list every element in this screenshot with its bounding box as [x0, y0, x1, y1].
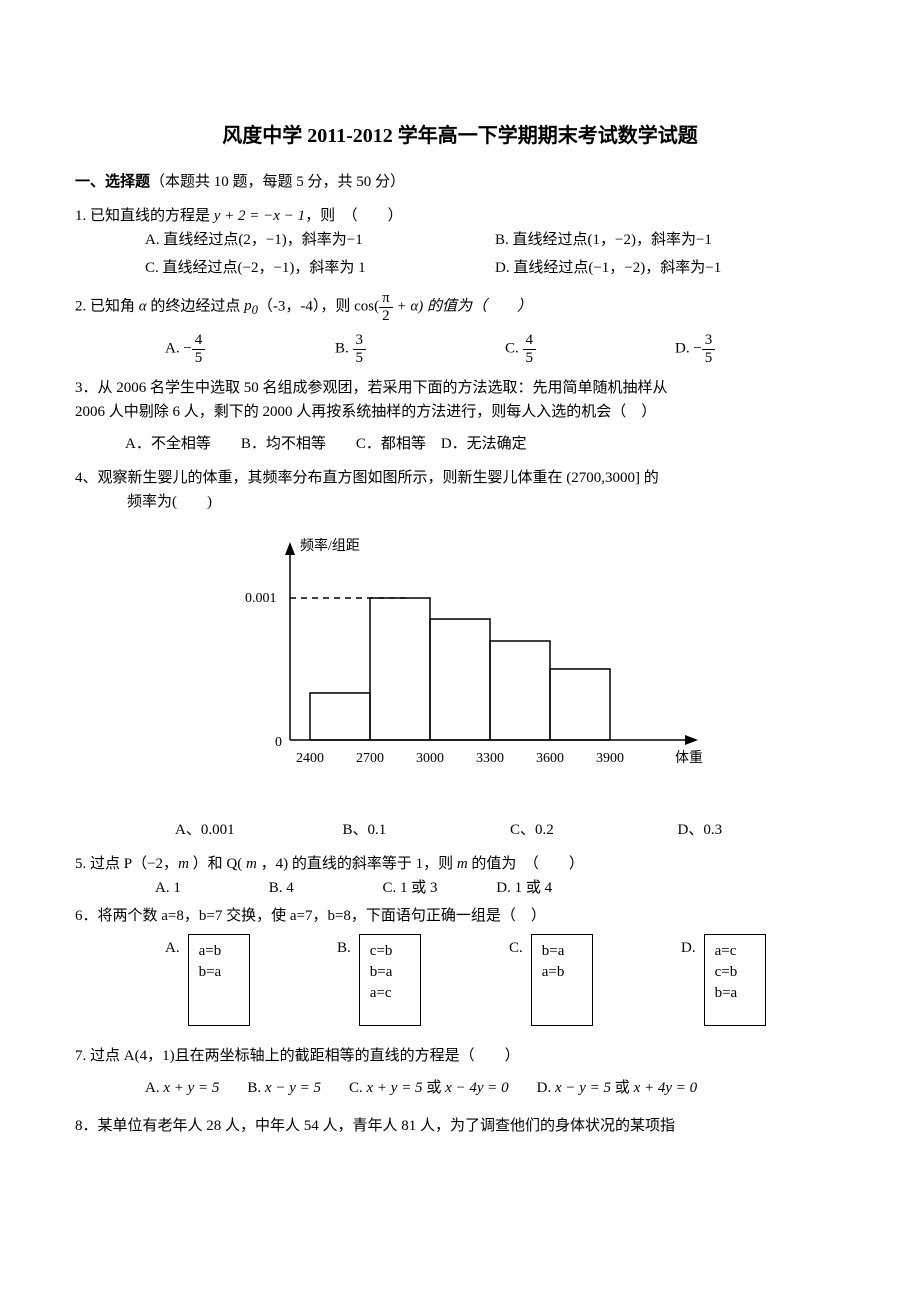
question-2: 2. 已知角 α 的终边经过点 p0（-3，-4），则 cos(π2 + α) … [75, 290, 845, 366]
q2-opt-a: A. −45 [165, 332, 335, 366]
q4-line1: 4、观察新生婴儿的体重，其频率分布直方图如图所示，则新生婴儿体重在 (2700,… [75, 466, 845, 490]
q3-options: A．不全相等 B．均不相等 C．都相等 D．无法确定 [75, 432, 845, 456]
q4-opt-d: D、0.3 [678, 818, 846, 842]
q2-opt-c: C. 45 [505, 332, 675, 366]
q2-alpha: α [139, 298, 147, 314]
question-6: 6．将两个数 a=8，b=7 交换，使 a=7，b=8，下面语句正确一组是（ ）… [75, 904, 845, 1026]
q6-stem: 6．将两个数 a=8，b=7 交换，使 a=7，b=8，下面语句正确一组是（ ） [75, 904, 845, 928]
chart-ytick-1: 0.001 [245, 591, 277, 606]
q2-mid1: 的终边经过点 [147, 298, 245, 314]
q7-stem: 7. 过点 A(4，1)且在两坐标轴上的截距相等的直线的方程是（ ） [75, 1044, 845, 1068]
chart-xtick-2: 3000 [416, 751, 444, 766]
q1-equation: y + 2 = −x − 1 [214, 208, 305, 224]
section-1-header: 一、选择题（本题共 10 题，每题 5 分，共 50 分） [75, 170, 845, 194]
question-8: 8．某单位有老年人 28 人，中年人 54 人，青年人 81 人，为了调查他们的… [75, 1114, 845, 1138]
q2-pre: 2. 已知角 [75, 298, 139, 314]
q2-opt-b: B. 35 [335, 332, 505, 366]
q3-line2: 2006 人中剔除 6 人，剩下的 2000 人再按系统抽样的方法进行，则每人入… [75, 400, 845, 424]
q1-opt-c: C. 直线经过点(−2，−1)，斜率为 1 [145, 256, 495, 280]
q7-opt-c: C. x + y = 5 或 x − 4y = 0 [349, 1076, 509, 1100]
q5-opt-c: C. 1 或 3 [383, 876, 493, 900]
q6-opt-a: A. a=b b=a [165, 934, 329, 1026]
chart-bar-1 [310, 693, 370, 740]
q4-line2: 频率为( ) [75, 490, 845, 514]
chart-bar-2 [370, 598, 430, 740]
q1-stem-pre: 1. 已知直线的方程是 [75, 208, 214, 224]
q6-opt-c: C. b=a a=b [509, 934, 673, 1026]
chart-bar-5 [550, 669, 610, 740]
q4-opt-c: C、0.2 [510, 818, 678, 842]
q2-opt-d: D. −35 [675, 332, 845, 366]
section-1-desc: （本题共 10 题，每题 5 分，共 50 分） [150, 174, 405, 190]
chart-xtick-3: 3300 [476, 751, 504, 766]
question-1: 1. 已知直线的方程是 y + 2 = −x − 1，则 （ ） A. 直线经过… [75, 204, 845, 280]
chart-xtick-4: 3600 [536, 751, 564, 766]
chart-xlabel: 体重 [675, 750, 703, 766]
q6-box-d: a=c c=b b=a [704, 934, 766, 1026]
chart-ylabel: 频率/组距 [300, 537, 360, 554]
q6-box-c: b=a a=b [531, 934, 593, 1026]
q6-opt-b: B. c=b b=a a=c [337, 934, 501, 1026]
q6-box-a: a=b b=a [188, 934, 250, 1026]
chart-xtick-1: 2700 [356, 751, 384, 766]
question-3: 3．从 2006 名学生中选取 50 名组成参观团，若采用下面的方法选取：先用简… [75, 376, 845, 456]
q1-opt-b: B. 直线经过点(1，−2)，斜率为−1 [495, 228, 845, 252]
q2-frac: π2 [379, 290, 393, 324]
chart-bar-4 [490, 641, 550, 740]
q4-opt-a: A、0.001 [175, 818, 343, 842]
q4-opt-b: B、0.1 [343, 818, 511, 842]
question-4: 4、观察新生婴儿的体重，其频率分布直方图如图所示，则新生婴儿体重在 (2700,… [75, 466, 845, 842]
q7-opt-a: A. A. x + y = 5x + y = 5 [145, 1076, 219, 1100]
q5-opt-a: A. 1 [155, 876, 265, 900]
q1-opt-d: D. 直线经过点(−1，−2)，斜率为−1 [495, 256, 845, 280]
q2-mid3: + α) 的值为（ ） [393, 298, 532, 314]
question-7: 7. 过点 A(4，1)且在两坐标轴上的截距相等的直线的方程是（ ） A. A.… [75, 1044, 845, 1100]
q6-opt-d: D. a=c c=b b=a [681, 934, 845, 1026]
q7-opt-b: B. x − y = 5 [247, 1076, 321, 1100]
page-title: 风度中学 2011-2012 学年高一下学期期末考试数学试题 [75, 120, 845, 152]
q7-opt-d: D. x − y = 5 或 x + 4y = 0 [537, 1076, 697, 1100]
histogram-chart: 频率/组距 体重 0.001 0 2400 2700 3000 3300 360 [75, 530, 845, 788]
chart-xtick-5: 3900 [596, 751, 624, 766]
q5-opt-b: B. 4 [269, 876, 379, 900]
q2-mid2: （-3，-4），则 cos( [258, 298, 379, 314]
question-5: 5. 过点 P（−2，m ）和 Q( m ，4) 的直线的斜率等于 1，则 m … [75, 852, 845, 900]
q1-stem-post: ，则 （ ） [305, 208, 403, 224]
q2-p0: p0 [244, 298, 258, 314]
q8-line1: 8．某单位有老年人 28 人，中年人 54 人，青年人 81 人，为了调查他们的… [75, 1114, 845, 1138]
chart-bar-3 [430, 619, 490, 740]
q3-line1: 3．从 2006 名学生中选取 50 名组成参观团，若采用下面的方法选取：先用简… [75, 376, 845, 400]
q1-opt-a: A. 直线经过点(2，−1)，斜率为−1 [145, 228, 495, 252]
q6-box-b: c=b b=a a=c [359, 934, 421, 1026]
chart-ytick-0: 0 [275, 735, 282, 750]
section-1-label: 一、选择题 [75, 174, 150, 190]
q5-stem: 5. 过点 P（−2，m ）和 Q( m ，4) 的直线的斜率等于 1，则 m … [75, 852, 845, 876]
q5-opt-d: D. 1 或 4 [496, 876, 606, 900]
chart-xtick-0: 2400 [296, 751, 324, 766]
